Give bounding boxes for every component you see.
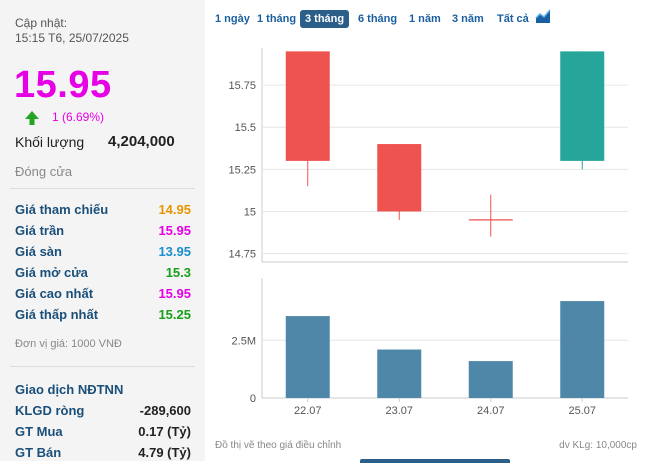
stat-low-price: Giá thấp nhất 15.25	[15, 307, 191, 327]
tab-1-day[interactable]: 1 ngày	[215, 13, 250, 25]
price-tick-label: 15.5	[235, 122, 256, 134]
stat-label: Giá thấp nhất	[15, 307, 99, 322]
tab-all[interactable]: Tất cả	[497, 13, 529, 25]
x-tick-label: 24.07	[477, 405, 505, 417]
volume-tick-label: 2.5M	[232, 335, 256, 347]
volume-value: 4,204,000	[108, 133, 175, 150]
chart-footnote: Đồ thị vẽ theo giá điều chỉnh	[215, 440, 342, 451]
stat-value: 14.95	[158, 202, 191, 217]
area-chart-icon[interactable]	[535, 8, 551, 24]
divider	[10, 366, 195, 367]
stat-label: Giá tham chiếu	[15, 202, 109, 217]
stat-value: 15.3	[165, 265, 191, 280]
tab-1-month[interactable]: 1 tháng	[257, 13, 297, 25]
stat-label: Giá trần	[15, 223, 65, 238]
divider	[10, 188, 195, 189]
stat-ceiling-price: Giá trần 15.95	[15, 223, 191, 243]
unit-note: Đơn vị giá: 1000 VNĐ	[15, 338, 122, 350]
update-time: 15:15 T6, 25/07/2025	[15, 31, 129, 45]
stat-value: 13.95	[158, 244, 191, 259]
quote-panel: Cập nhật: 15:15 T6, 25/07/2025 15.95 1 (…	[0, 0, 205, 461]
stat-value: 15.95	[158, 286, 191, 301]
volume-unit-note: dv KLg: 10,000cp	[559, 440, 637, 451]
foreign-sell-value: GT Bán 4.79 (Tỷ)	[15, 445, 191, 465]
foreign-label: GT Bán	[15, 445, 62, 460]
price-change: 1 (6.69%)	[52, 110, 105, 124]
stat-floor-price: Giá sàn 13.95	[15, 244, 191, 264]
foreign-value: 0.17 (Tỷ)	[138, 424, 191, 439]
candle-body	[377, 144, 422, 212]
foreign-value: -289,600	[139, 403, 191, 418]
foreign-label: KLGD ròng	[15, 403, 85, 418]
current-price: 15.95	[14, 64, 112, 106]
stat-label: Giá cao nhất	[15, 286, 94, 301]
candle-body	[285, 51, 330, 161]
stat-open-price: Giá mở cửa 15.3	[15, 265, 191, 285]
update-label: Cập nhật:	[15, 16, 68, 30]
volume-label: Khối lượng	[15, 134, 85, 150]
foreign-net-volume: KLGD ròng -289,600	[15, 403, 191, 423]
tab-3-months[interactable]: 3 tháng	[300, 10, 350, 28]
foreign-buy-value: GT Mua 0.17 (Tỷ)	[15, 424, 191, 444]
foreign-value: 4.79 (Tỷ)	[138, 445, 191, 460]
stat-value: 15.95	[158, 223, 191, 238]
price-tick-label: 15	[244, 206, 256, 218]
price-tick-label: 15.75	[228, 80, 256, 92]
stat-value: 15.25	[158, 307, 191, 322]
volume-bar	[560, 301, 605, 398]
volume-tick-label: 0	[250, 393, 256, 405]
volume-bar	[468, 361, 513, 398]
price-tick-label: 15.25	[228, 164, 256, 176]
stat-label: Giá mở cửa	[15, 265, 88, 280]
foreign-label: GT Mua	[15, 424, 63, 439]
price-tick-label: 14.75	[228, 249, 256, 261]
price-chart: 14.75 15 15.25 15.5 15.75 0 2.5M 22.07 23.07 24.0…	[228, 48, 628, 417]
volume-bar	[285, 316, 330, 398]
x-tick-label: 25.07	[568, 405, 596, 417]
stat-label: Giá sàn	[15, 244, 62, 259]
market-status: Đóng cửa	[15, 164, 73, 179]
foreign-trade-title: Giao dịch NĐTNN	[15, 382, 124, 397]
x-tick-label: 23.07	[385, 405, 413, 417]
x-tick-label: 22.07	[294, 405, 322, 417]
candle-body	[560, 51, 605, 161]
scroll-indicator[interactable]	[360, 459, 510, 463]
tab-6-months[interactable]: 6 tháng	[358, 13, 398, 25]
stat-high-price: Giá cao nhất 15.95	[15, 286, 191, 306]
volume-bar	[377, 349, 422, 398]
stat-ref-price: Giá tham chiếu 14.95	[15, 202, 191, 222]
tab-3-years[interactable]: 3 năm	[452, 13, 484, 25]
tab-1-year[interactable]: 1 năm	[409, 13, 441, 25]
arrow-up-icon	[25, 111, 39, 125]
